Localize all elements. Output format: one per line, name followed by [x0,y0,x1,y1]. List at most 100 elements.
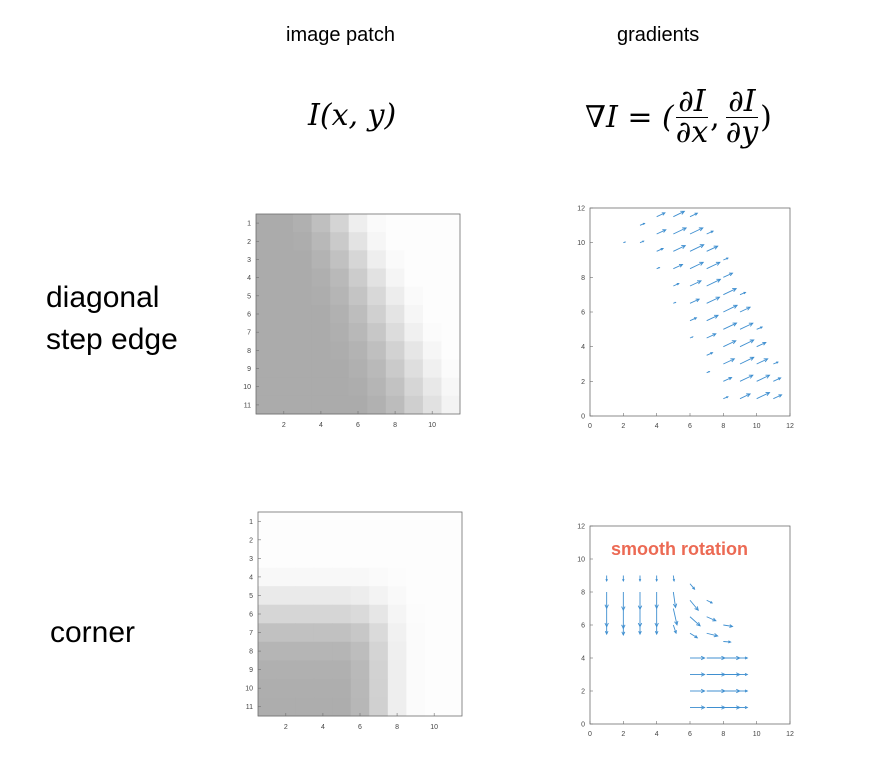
heatmap-cell [406,549,426,569]
heatmap-cell [406,641,426,661]
y-tick-label: 3 [247,257,251,264]
heatmap-cell [443,641,463,661]
gradient-arrow [773,377,782,382]
heatmap-cell [274,232,294,251]
heatmap-cell [295,660,315,680]
heatmap-cell [311,304,331,324]
gradient-fraction-x: ∂I ∂x [675,86,709,150]
heatmap-cell [313,660,333,680]
heatmap-cell [258,678,278,698]
heatmap-cell [256,286,276,306]
gradient-arrow [672,591,678,609]
heatmap-cell [404,250,424,270]
heatmap-cell [422,395,442,415]
fraction-x-denominator: ∂x [675,114,709,150]
heatmap-cell [387,604,407,624]
x-tick-label: 6 [358,724,362,731]
heatmap-cell [385,232,405,251]
heatmap-cell [311,341,331,360]
gradient-arrow [622,575,625,582]
heatmap-cell [443,678,463,698]
gradient-arrow [723,358,736,365]
gradient-arrow [706,245,719,252]
y-tick-label: 12 [577,206,585,213]
heatmap-cell [276,549,296,569]
gradient-arrow [723,640,732,644]
gradient-arrow [672,608,679,626]
gradient-arrow [773,361,779,365]
heatmap-cell [258,641,278,661]
heatmap-cell [369,586,389,606]
y-tick-label: 0 [581,722,585,729]
heatmap-cell [424,530,444,550]
heatmap-cell [276,512,296,532]
x-tick-label: 10 [428,422,436,429]
heatmap-cell [276,604,296,624]
y-tick-label: 4 [581,656,585,663]
gradient-arrow [689,261,705,270]
heatmap-cell [406,512,426,532]
heatmap-cell [367,377,387,397]
heatmap-cell [443,549,463,569]
gradient-arrow [638,625,642,636]
heatmap-cell [274,323,294,342]
heatmap-cell [424,549,444,569]
heatmap-cell [348,359,368,379]
row-label-line1: corner [50,616,136,649]
gradient-arrow [756,326,764,330]
heatmap-cell [424,512,444,532]
heatmap-cell [330,214,350,233]
heatmap-cell [348,304,368,324]
x-tick-label: 6 [356,422,360,429]
heatmap-cell [274,395,294,415]
gradient-arrow [706,616,717,622]
heatmap-cell [406,530,426,550]
heatmap-cell [422,377,442,397]
heatmap-cell [276,641,296,661]
heatmap-cell [443,586,463,606]
heatmap-cell [274,377,294,397]
heatmap-cell [332,660,352,680]
heatmap-cell [441,359,461,379]
heatmap-cell [276,678,296,698]
heatmap-cell [313,678,333,698]
gradient-arrow [690,672,706,677]
heatmap-cell [367,268,387,288]
gradient-arrow [655,575,658,582]
heatmap-cell [385,341,405,360]
heatmap-cell [256,250,276,270]
heatmap-cell [443,623,463,643]
gradient-arrow [673,245,687,252]
gradient-arrow [723,396,729,400]
y-tick-label: 2 [247,239,251,246]
heatmap-cell [387,697,407,717]
heatmap-cell [387,623,407,643]
x-tick-label: 8 [393,422,397,429]
heatmap-cell [387,549,407,569]
column-header-image-patch: image patch [286,24,395,46]
heatmap-cell [424,697,444,717]
heatmap-cell [295,678,315,698]
heatmap-cell [276,697,296,717]
heatmap-cell [350,586,370,606]
heatmap-cell [313,567,333,587]
heatmap-cell [256,214,276,233]
heatmap-cell [274,286,294,306]
heatmap-cell [332,567,352,587]
x-tick-label: 10 [430,724,438,731]
x-tick-label: 2 [284,724,288,731]
gradient-arrow [706,278,722,287]
heatmap-cell [258,660,278,680]
heatmap-cell [404,286,424,306]
heatmap-cell [311,268,331,288]
heatmap-cell [441,341,461,360]
heatmap-cell [422,341,442,360]
heatmap-cell [424,586,444,606]
gradient-arrow [739,291,747,296]
heatmap-cell [406,567,426,587]
heatmap-cell [441,214,461,233]
x-tick-label: 6 [688,423,692,430]
heatmap-cell [443,697,463,717]
heatmap-cell [422,323,442,342]
heatmap-cell [311,250,331,270]
